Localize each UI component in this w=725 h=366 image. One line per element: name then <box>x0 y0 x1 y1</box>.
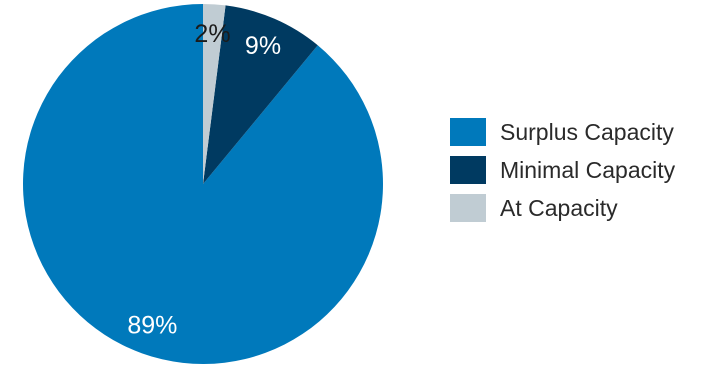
legend-item-at-capacity: At Capacity <box>450 190 675 226</box>
legend-item-minimal-capacity: Minimal Capacity <box>450 152 675 188</box>
pie-slice-at-capacity <box>203 4 226 184</box>
slice-label-surplus-capacity: 89% <box>127 312 177 340</box>
legend-label: Minimal Capacity <box>500 156 676 183</box>
legend-label: Surplus Capacity <box>500 118 674 145</box>
pie-slice-minimal-capacity <box>203 5 318 185</box>
legend-label: At Capacity <box>500 194 618 221</box>
legend-item-surplus-capacity: Surplus Capacity <box>450 114 675 150</box>
pie-slice-labels: 89% 9% 2% <box>127 20 281 340</box>
legend-swatch <box>450 194 486 222</box>
slice-label-at-capacity: 2% <box>194 20 230 48</box>
slice-label-minimal-capacity: 9% <box>245 32 281 60</box>
pie-slice-surplus-capacity <box>23 4 384 364</box>
legend: Surplus Capacity Minimal Capacity At Capac… <box>450 114 675 228</box>
legend-swatch <box>450 118 486 146</box>
pie-slices <box>23 4 384 364</box>
legend-swatch <box>450 156 486 184</box>
